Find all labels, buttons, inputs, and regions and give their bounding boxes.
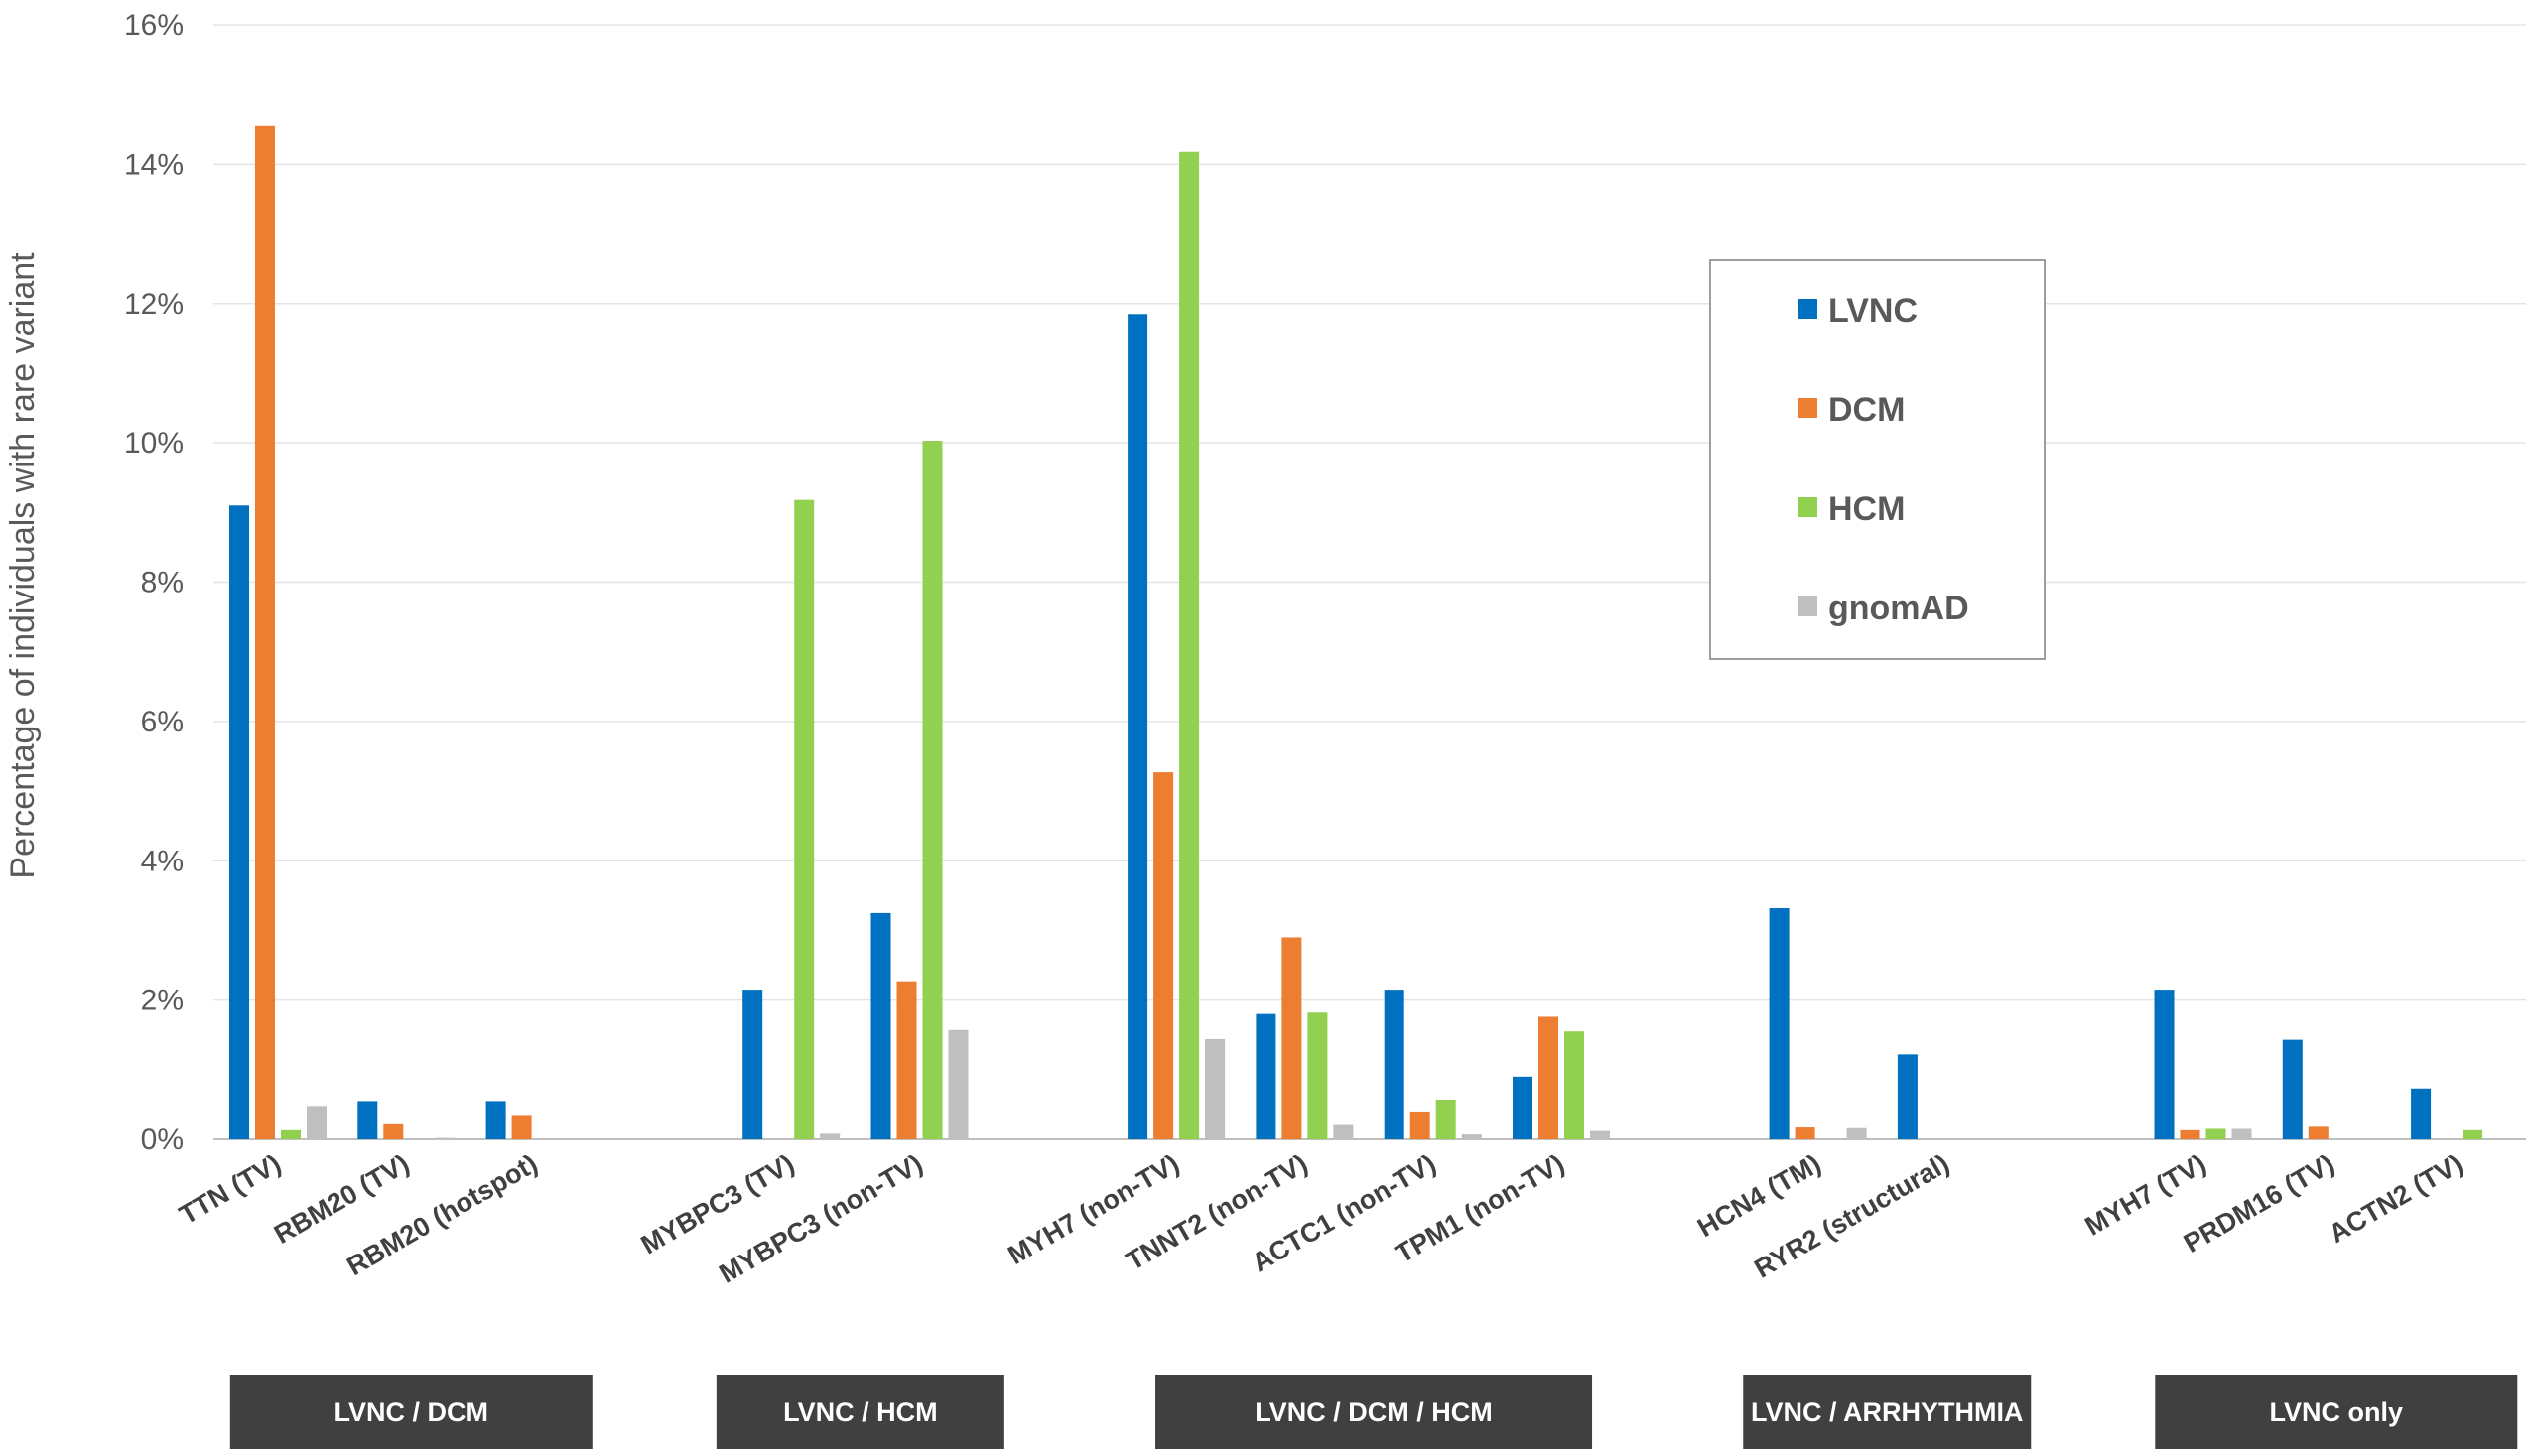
bar-gnomad-3	[820, 1133, 841, 1139]
group-box	[229, 1375, 593, 1449]
bar-gnomad-8	[1590, 1130, 1610, 1139]
bar-hcm-4	[922, 441, 943, 1139]
bar-hcm-11	[2205, 1128, 2226, 1139]
bar-hcm-0	[281, 1129, 301, 1139]
bar-lvnc-10	[1897, 1054, 1918, 1139]
bar-hcm-7	[1435, 1099, 1456, 1139]
bar-gnomad-7	[1461, 1134, 1482, 1139]
bar-lvnc-2	[485, 1101, 506, 1139]
x-axis-ticks: TTN (TV)RBM20 (TV)RBM20 (hotspot) MYBPC3 …	[175, 1148, 2468, 1288]
y-axis-label: Percentage of individuals with rare vari…	[4, 252, 42, 879]
legend-swatch-dcm	[1798, 398, 1817, 418]
legend-label-lvnc: LVNC	[1828, 292, 1918, 330]
y-tick-label: 16%	[124, 9, 184, 42]
bar-hcm-8	[1564, 1031, 1584, 1139]
bar-lvnc-11	[2154, 990, 2175, 1139]
legend-label-hcm: HCM	[1828, 490, 1905, 528]
legend-swatch-lvnc	[1798, 299, 1817, 319]
legend-box	[1709, 259, 2046, 660]
group-label: LVNC / DCM	[334, 1397, 489, 1427]
legend-swatch-gnomad	[1798, 596, 1817, 616]
bar-lvnc-3	[742, 990, 763, 1139]
legend-label-dcm: DCM	[1828, 391, 1905, 429]
bar-dcm-1	[383, 1123, 404, 1139]
bars	[229, 125, 2483, 1140]
y-tick-label: 8%	[141, 567, 184, 599]
bar-lvnc-4	[870, 912, 891, 1139]
y-tick-label: 0%	[141, 1124, 184, 1156]
group-labels: LVNC / DCM LVNC / HCM LVNC / DCM / HCM LVNC…	[229, 1375, 2518, 1449]
x-tick-label: ACTN2 (TV)	[2324, 1148, 2467, 1249]
bar-dcm-5	[1153, 772, 1174, 1139]
bar-gnomad-6	[1333, 1124, 1354, 1139]
y-tick-label: 6%	[141, 706, 184, 738]
bar-dcm-11	[2180, 1129, 2200, 1139]
group-box	[716, 1375, 1004, 1449]
group-label: LVNC only	[2270, 1397, 2404, 1427]
bar-dcm-12	[2308, 1126, 2329, 1139]
x-tick-label: TTN (TV)	[175, 1148, 286, 1230]
legend-swatch-hcm	[1798, 497, 1817, 517]
bar-dcm-4	[896, 981, 917, 1139]
bar-lvnc-7	[1384, 990, 1404, 1139]
bar-gnomad-4	[948, 1029, 969, 1139]
legend-label-gnomad: gnomAD	[1828, 590, 1969, 627]
bar-hcm-6	[1307, 1012, 1328, 1139]
group-box	[1155, 1375, 1593, 1449]
bar-gnomad-9	[1846, 1127, 1867, 1139]
bar-dcm-9	[1795, 1127, 1815, 1139]
y-tick-label: 4%	[141, 845, 184, 877]
group-label: LVNC / ARRHYTHMIA	[1751, 1397, 2023, 1427]
bar-lvnc-12	[2282, 1039, 2303, 1139]
bar-dcm-6	[1281, 937, 1302, 1139]
bar-dcm-7	[1409, 1111, 1430, 1139]
bar-lvnc-0	[229, 505, 249, 1139]
bar-gnomad-0	[307, 1106, 327, 1139]
bar-hcm-5	[1179, 151, 1200, 1139]
group-label: LVNC / DCM / HCM	[1255, 1397, 1492, 1427]
group-box	[2155, 1375, 2518, 1449]
bar-gnomad-1	[435, 1137, 456, 1139]
bar-lvnc-5	[1128, 314, 1148, 1139]
bar-lvnc-8	[1513, 1076, 1532, 1139]
group-label: LVNC / HCM	[783, 1397, 938, 1427]
y-tick-label: 10%	[124, 427, 184, 460]
y-axis-ticks: 0% 2% 4% 6% 8% 10% 12% 14% 16%	[124, 9, 184, 1156]
y-tick-label: 14%	[124, 148, 184, 181]
bar-lvnc-9	[1769, 907, 1790, 1139]
bar-hcm-13	[2463, 1129, 2483, 1139]
bar-hcm-3	[794, 499, 815, 1140]
bar-lvnc-1	[357, 1101, 378, 1139]
bar-lvnc-13	[2411, 1088, 2432, 1139]
bar-dcm-2	[511, 1115, 532, 1139]
group-box	[1743, 1375, 2032, 1449]
bar-dcm-0	[255, 125, 275, 1140]
legend: LVNC DCM HCM gnomAD	[1709, 259, 2046, 660]
gridlines	[213, 24, 2526, 1140]
bar-dcm-8	[1538, 1016, 1558, 1139]
bar-gnomad-5	[1205, 1038, 1226, 1139]
y-tick-label: 2%	[141, 985, 184, 1017]
bar-lvnc-6	[1256, 1013, 1276, 1139]
y-tick-label: 12%	[124, 288, 184, 321]
bar-gnomad-11	[2231, 1128, 2252, 1139]
